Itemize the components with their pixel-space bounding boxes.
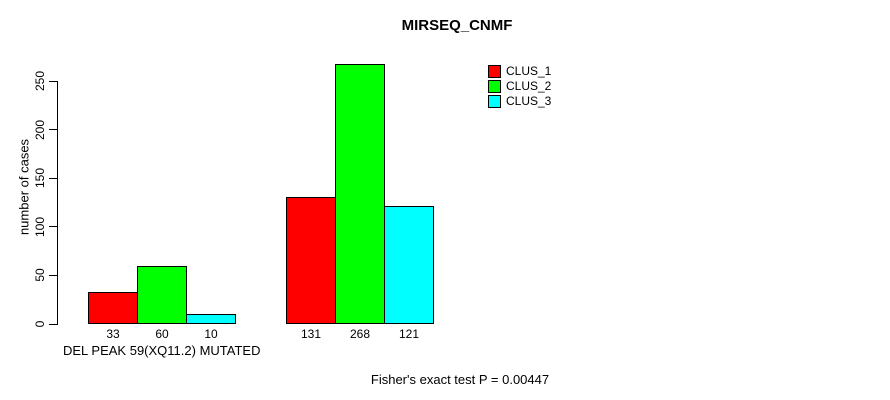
- legend-swatch-icon: [488, 65, 501, 78]
- bar-value-label: 10: [204, 327, 218, 341]
- bar-value-label: 60: [155, 327, 169, 341]
- legend-label: CLUS_2: [506, 79, 552, 93]
- y-axis-line: [57, 81, 58, 325]
- x-axis-label: DEL PEAK 59(XQ11.2) MUTATED: [63, 343, 261, 358]
- legend-label: CLUS_1: [506, 64, 552, 78]
- y-tick: [49, 177, 57, 179]
- bar-clus_3-group1: [186, 314, 236, 324]
- y-tick-label: 100: [33, 216, 47, 237]
- bar-value-label: 131: [300, 327, 322, 341]
- y-tick-label: 150: [33, 168, 47, 189]
- legend-row-clus_1: CLUS_1: [488, 64, 551, 79]
- y-tick-label: 200: [33, 119, 47, 140]
- y-tick-label: 50: [33, 268, 47, 283]
- legend-swatch-icon: [488, 80, 501, 93]
- y-tick-label: 250: [33, 70, 47, 92]
- y-tick: [49, 129, 57, 131]
- bar-clus_1-group2: [286, 197, 336, 324]
- bar-value-label: 33: [106, 327, 120, 341]
- y-tick: [49, 226, 57, 228]
- legend: CLUS_1 CLUS_2 CLUS_3: [488, 64, 551, 109]
- legend-swatch-icon: [488, 95, 501, 108]
- y-axis-label: number of cases: [16, 138, 32, 236]
- legend-label: CLUS_3: [506, 94, 552, 108]
- legend-row-clus_3: CLUS_3: [488, 94, 551, 109]
- y-tick: [49, 80, 57, 82]
- bar-clus_2-group1: [137, 266, 187, 324]
- bar-value-label: 121: [398, 327, 420, 341]
- chart-title: MIRSEQ_CNMF: [401, 17, 513, 34]
- y-tick: [49, 274, 57, 276]
- bar-clus_3-group2: [384, 206, 434, 324]
- annotation-text: Fisher's exact test P = 0.00447: [370, 372, 550, 387]
- bar-clus_2-group2: [335, 64, 385, 324]
- y-tick-label: 0: [33, 320, 47, 328]
- bar-value-label: 268: [349, 327, 371, 341]
- y-tick: [49, 323, 57, 325]
- legend-row-clus_2: CLUS_2: [488, 79, 551, 94]
- bar-clus_1-group1: [88, 292, 138, 324]
